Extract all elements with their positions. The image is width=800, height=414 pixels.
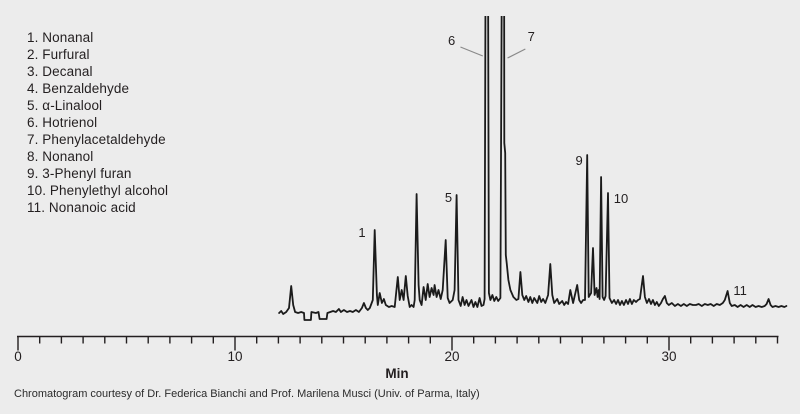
legend-item: 1. Nonanal [27, 30, 94, 45]
peak-label: 11 [733, 283, 747, 298]
x-axis: 0 10 20 30 Min [14, 335, 779, 381]
leader-lines [460, 46, 526, 59]
chromatogram-trace [278, 16, 788, 321]
peak-leader-line [507, 48, 526, 59]
legend-item: 2. Furfural [27, 47, 90, 62]
axis-tick-label: 0 [14, 349, 22, 364]
peak-label: 10 [614, 191, 628, 206]
legend-item: 4. Benzaldehyde [27, 81, 130, 96]
compound-legend: 1. Nonanal 2. Furfural 3. Decanal 4. Benzal… [27, 29, 168, 216]
legend-item: 11. Nonanoic acid [27, 200, 136, 215]
legend-item: 9. 3-Phenyl furan [27, 166, 132, 181]
chromatogram-trace-group [278, 16, 788, 321]
axis-unit-label: Min [385, 366, 408, 381]
legend-item: 8. Nonanol [27, 149, 94, 164]
peak-label: 7 [528, 29, 535, 44]
peak-labels: 1 5 6 7 9 10 11 [358, 29, 747, 298]
peak-leader-line [460, 46, 484, 57]
legend-item: 6. Hotrienol [27, 115, 98, 130]
axis-tick-label: 30 [661, 349, 676, 364]
legend-item: 3. Decanal [27, 64, 93, 79]
peak-label: 6 [448, 33, 455, 48]
credit-caption: Chromatogram courtesy of Dr. Federica Bi… [14, 388, 480, 400]
peak-label: 9 [576, 153, 583, 168]
legend-item: 5. α-Linalool [27, 98, 103, 113]
axis-tick-label: 20 [444, 349, 459, 364]
legend-item: 10. Phenylethyl alcohol [27, 183, 169, 198]
peak-label: 1 [358, 225, 365, 240]
peak-label: 5 [445, 190, 452, 205]
legend-item: 7. Phenylacetaldehyde [27, 132, 166, 147]
axis-tick-label: 10 [227, 349, 242, 364]
